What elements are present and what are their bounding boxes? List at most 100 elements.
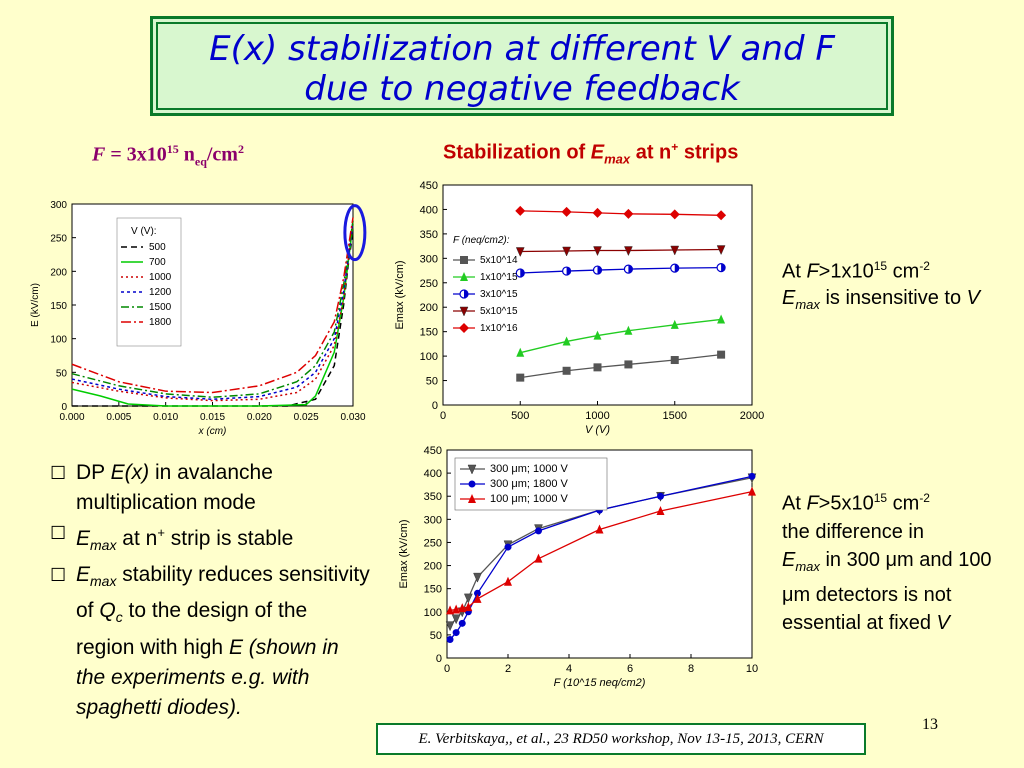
data-point [452,604,461,614]
data-point [464,602,473,612]
bullet-list: ☐ DP E(x) in avalanche multiplication mod… [50,458,370,723]
data-point-fill [566,267,571,276]
data-point [516,373,525,382]
legend-marker [468,494,476,503]
data-point [473,593,482,603]
data-point [595,524,604,534]
y-tick-label: 350 [420,229,438,241]
y-axis-label: Emax (kV/cm) [398,519,410,588]
legend-label: 1x10^16 [480,323,518,334]
y-tick-label: 450 [420,180,438,192]
legend-label: 1800 [149,317,172,328]
data-point [716,210,727,221]
data-point [562,246,571,257]
data-point [515,205,526,216]
data-point [669,209,680,220]
legend-label: 3x10^15 [480,289,518,300]
stabilization-title: Stabilization of Emax at n+ strips [443,140,739,167]
y-tick-label: 200 [420,302,438,314]
data-point [593,246,602,257]
y-tick-label: 50 [56,368,68,379]
legend-label: 500 [149,242,166,253]
data-point [624,325,633,335]
fluence-label: F = 3x1015 neq/cm2 [92,142,244,169]
data-point [593,363,602,372]
y-tick-label: 150 [424,584,442,596]
data-point [748,472,756,480]
y-tick-label: 300 [50,200,67,211]
highlight-ellipse [343,204,367,262]
legend-label: 1x10^15 [480,272,518,283]
y-tick-label: 200 [424,561,442,573]
data-point [592,207,603,218]
legend-box [116,217,182,347]
y-tick-label: 200 [50,267,67,278]
data-point [446,605,455,615]
series-line-4 [520,210,722,216]
legend-label: 300 μm; 1800 V [490,478,569,490]
bullet-1: ☐ DP E(x) in avalanche multiplication mod… [50,458,370,518]
y-tick-label: 250 [420,278,438,290]
x-tick-label: 0.000 [59,412,84,423]
data-point [463,593,473,604]
legend-label: 1500 [149,302,172,313]
y-tick-label: 300 [420,253,438,265]
data-point-fill [721,263,726,272]
x-tick-label: 6 [627,663,633,675]
series-line-0 [520,353,722,379]
data-point [623,208,634,219]
data-point [504,576,512,586]
y-tick-label: 0 [61,402,67,413]
y-tick-label: 250 [424,537,442,549]
legend-marker [459,323,469,333]
legend-title: F (neq/cm2): [453,235,510,246]
x-tick-label: 1000 [585,410,609,422]
data-point-fill [520,269,525,277]
x-tick-label: 0.025 [294,412,319,423]
data-point [593,330,602,340]
data-point [445,621,455,632]
y-tick-label: 450 [424,445,442,457]
series-line-2 [71,220,354,402]
title-line-1: E(x) stabilization at different V and F [209,29,835,69]
x-tick-label: 0 [440,410,446,422]
data-point [656,506,665,516]
x-tick-label: 8 [688,663,694,675]
credit-box: E. Verbitskaya,, et al., 23 RD50 worksho… [376,723,866,755]
slide-title: E(x) stabilization at different V and F … [153,29,891,109]
series-line-5 [71,217,354,394]
x-tick-label: 1500 [663,410,687,422]
data-point [473,572,482,583]
x-tick-label: 2 [505,663,511,675]
y-tick-label: 250 [50,234,67,245]
y-tick-label: 400 [424,468,442,480]
x-axis-label: x (cm) [198,426,227,437]
x-tick-label: 10 [746,663,758,675]
data-point [717,350,726,359]
data-point-fill [674,264,679,273]
checkbox-icon: ☐ [50,565,67,586]
x-axis-label: F (10^15 neq/cm2) [554,677,646,689]
data-point [446,636,454,644]
plot-area [71,203,354,407]
data-point [515,247,525,258]
y-axis-label: Emax (kV/cm) [394,260,406,329]
data-point [562,366,571,375]
bullet-3: ☐ Emax stability reduces sensitivity of Q… [50,560,370,722]
data-point [458,619,466,627]
legend-marker [467,464,477,475]
data-point [561,206,572,217]
legend-label: 700 [149,257,166,268]
title-line-2: due to negative feedback [304,69,740,109]
chart-e-vs-x: 0.000 0.005 0.010 0.015 0.020 0.025 0.030 0 50 10… [30,200,367,437]
legend-marker [459,306,469,317]
x-tick-label: 0 [444,663,450,675]
data-point [474,589,481,597]
y-tick-label: 100 [50,335,67,346]
y-tick-label: 0 [432,400,438,412]
x-axis-label: V (V) [585,424,610,436]
data-point [535,527,542,535]
checkbox-icon: ☐ [50,523,67,543]
series-line-1 [71,224,354,407]
y-tick-label: 0 [436,653,442,665]
